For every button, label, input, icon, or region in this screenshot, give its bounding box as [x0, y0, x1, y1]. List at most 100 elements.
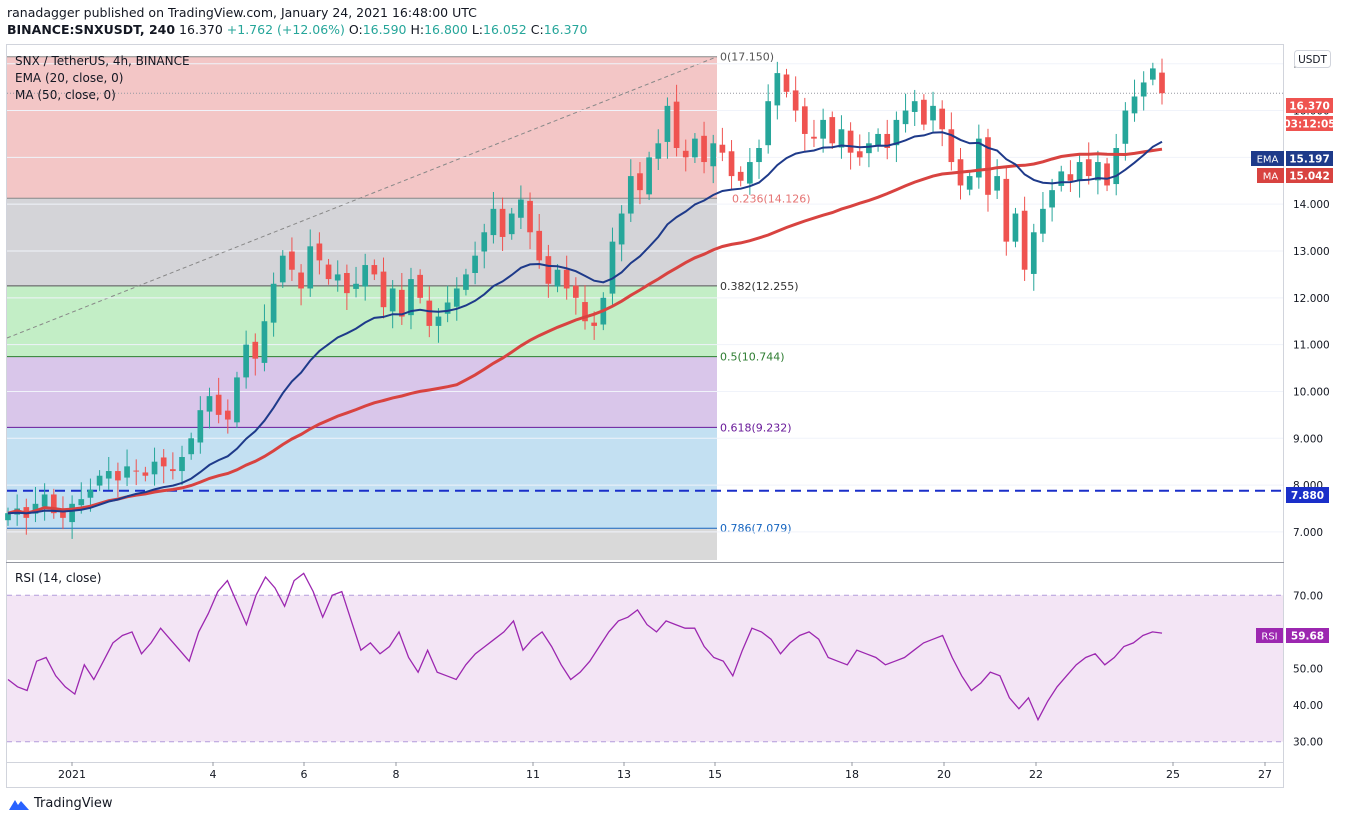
candle-body — [1058, 171, 1065, 186]
open-value: 16.590 — [362, 22, 407, 37]
candle-body — [206, 396, 213, 412]
currency-label: USDT — [1298, 54, 1327, 66]
candle-body — [472, 255, 478, 274]
fib-trend-line — [6, 56, 718, 339]
candle-body — [1150, 68, 1156, 80]
candle-body — [105, 471, 112, 479]
candle-body — [737, 171, 744, 181]
candle-body — [966, 176, 973, 190]
candle-body — [69, 503, 75, 523]
last-price-tag — [1286, 98, 1333, 113]
tradingview-icon — [9, 799, 29, 810]
candle-body — [930, 105, 936, 121]
rsi-value: 59.68 — [1291, 631, 1324, 643]
price-tick: 11.000 — [1293, 340, 1330, 352]
fib-level-label: 0(17.150) — [720, 51, 774, 64]
candle-body — [1159, 72, 1165, 94]
price-tick: 9.000 — [1293, 433, 1323, 445]
fib-zone — [7, 198, 717, 286]
candle-body — [1003, 178, 1010, 242]
candle-body — [96, 475, 103, 486]
candle-body — [994, 176, 1000, 191]
candle-body — [747, 162, 753, 184]
candle-body — [911, 101, 918, 112]
ma-tag: MA — [1263, 172, 1279, 183]
candle-body — [1122, 110, 1129, 144]
currency-button[interactable] — [1294, 50, 1331, 68]
candle-body — [261, 321, 268, 363]
fib-level-label: 0.236(14.126) — [732, 192, 811, 205]
time-tick: 27 — [1258, 768, 1272, 781]
candle-body — [673, 101, 680, 148]
ema-value: 15.197 — [1289, 154, 1330, 166]
symbol-ohlc-line: BINANCE:SNXUSDT, 240 16.370 +1.762 (+12.… — [7, 22, 587, 37]
candle-body — [1131, 96, 1138, 114]
price-chart[interactable]: 0(17.150) 0.236(14.126) 0.382(12.255) 0.5(1… — [0, 0, 1351, 790]
rsi-line — [7, 572, 1163, 722]
candle-body — [115, 471, 121, 481]
candle-body — [160, 457, 167, 467]
rsi-tick: 70.00 — [1293, 590, 1323, 602]
candle-body — [289, 251, 295, 270]
candle-body — [829, 117, 836, 144]
fib-zone — [7, 56, 717, 199]
tradingview-logo[interactable]: TradingView — [8, 796, 113, 811]
candle-body — [453, 288, 460, 307]
candle-body — [50, 494, 57, 514]
high-value: 16.800 — [424, 22, 468, 37]
candle-body — [224, 410, 231, 420]
candle-body — [334, 274, 341, 281]
candle-body — [444, 302, 451, 314]
brand-name: TradingView — [34, 796, 113, 811]
countdown-tag-text: 03:12:05 — [1283, 119, 1335, 131]
candle-body — [765, 101, 772, 146]
legend-rsi: RSI (14, close) — [15, 571, 101, 585]
candle-body — [371, 265, 378, 275]
candle-body — [518, 199, 524, 218]
fib-zone — [7, 528, 717, 560]
legend-ema: EMA (20, close, 0) — [15, 71, 123, 85]
rsi-tick: 30.00 — [1293, 737, 1323, 749]
candle-body — [1049, 190, 1055, 208]
candle-body — [820, 119, 826, 139]
time-tick: 11 — [526, 768, 540, 781]
ma-value-box — [1286, 168, 1333, 183]
candle-body — [499, 208, 506, 237]
candle-body — [1085, 159, 1092, 177]
time-tick: 15 — [708, 768, 722, 781]
time-axis[interactable]: 2021 4 6 8 11 13 15 18 20 22 25 27 — [58, 762, 1272, 781]
time-tick: 25 — [1166, 768, 1180, 781]
candle-body — [298, 272, 304, 289]
candle-body — [316, 243, 323, 261]
price-tick: 14.000 — [1293, 199, 1330, 211]
candle-body — [975, 138, 982, 178]
hline-value: 7.880 — [1291, 490, 1324, 502]
candle-body — [939, 108, 946, 130]
chart-frame — [6, 44, 1284, 788]
candle-body — [783, 74, 790, 92]
candle-body — [591, 322, 597, 326]
rsi-tick: 40.00 — [1293, 700, 1323, 712]
candle-body — [664, 105, 671, 142]
candle-body — [398, 289, 405, 317]
hline-value-box — [1286, 487, 1329, 503]
candle-body — [5, 513, 11, 521]
candle-body — [710, 143, 717, 167]
rsi-tick: 50.00 — [1293, 663, 1323, 675]
candle-body — [985, 137, 991, 195]
candle-body — [756, 148, 762, 163]
ma-tag-box — [1257, 168, 1284, 183]
candle-body — [838, 129, 845, 148]
price-tick: 13.000 — [1293, 246, 1330, 258]
fib-level-label: 0.618(9.232) — [720, 421, 792, 434]
candle-body — [884, 133, 891, 148]
symbol: BINANCE:SNXUSDT, 240 — [7, 22, 176, 37]
price-change: +1.762 (+12.06%) — [226, 22, 345, 37]
candle-body — [41, 494, 48, 507]
candle-body — [609, 241, 616, 294]
candle-body — [921, 99, 927, 125]
candle-body — [1030, 232, 1037, 274]
candle-body — [270, 283, 277, 323]
ema-20-line — [7, 131, 1163, 515]
